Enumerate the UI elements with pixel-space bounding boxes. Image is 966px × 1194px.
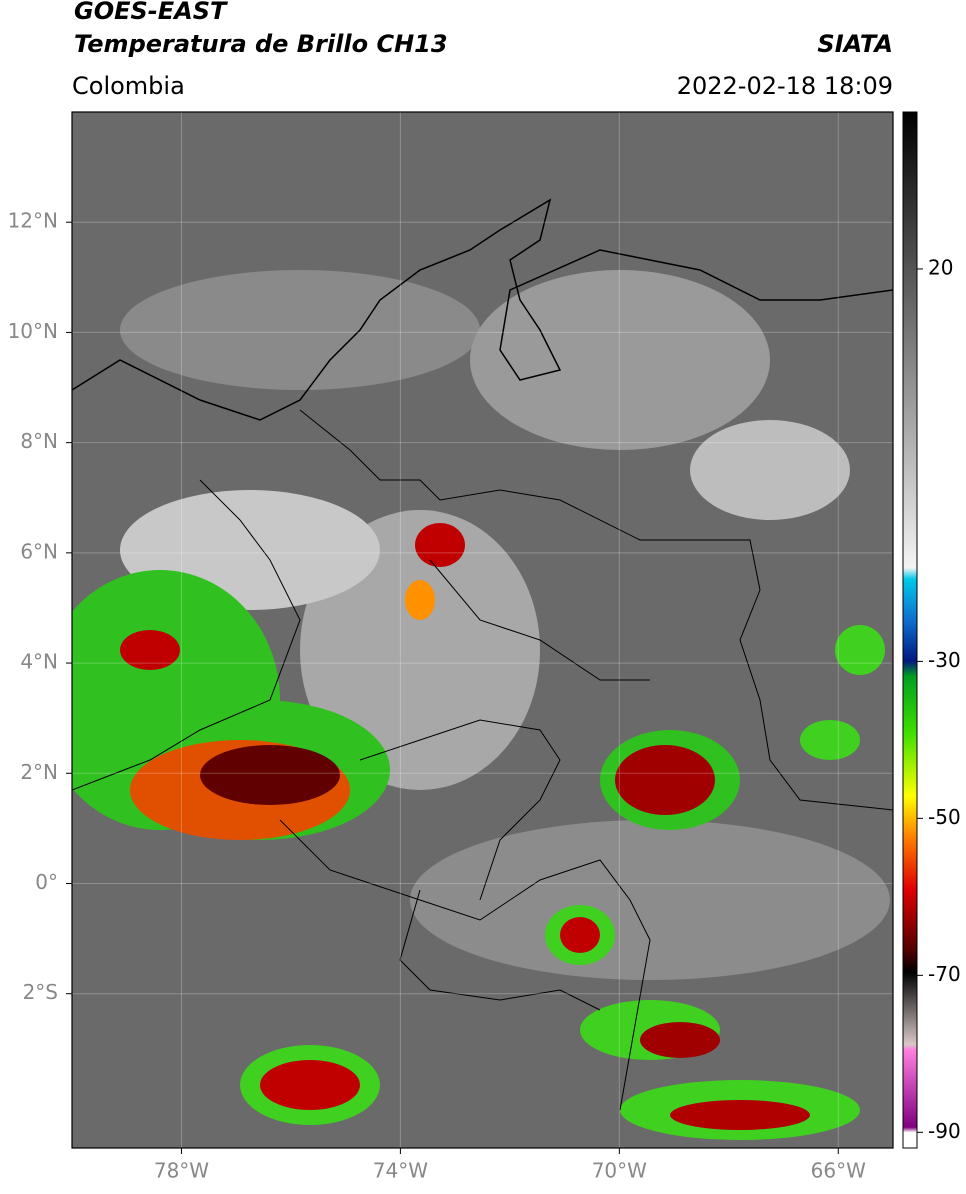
storm [640, 1022, 720, 1058]
storm [200, 745, 340, 805]
source: SIATA [817, 30, 893, 58]
y-tick-label: 4°N [20, 650, 58, 674]
region: Colombia [72, 72, 185, 100]
cloud [410, 820, 890, 980]
map-frame [71, 111, 894, 1149]
colorbar-tick-label: -50 [928, 805, 961, 829]
y-tick-label: 12°N [8, 209, 58, 233]
coastline [72, 198, 893, 421]
cloud [690, 420, 850, 520]
storm [670, 1100, 810, 1130]
colorbar-tick-label: -30 [928, 648, 961, 672]
colorbar [902, 111, 918, 1149]
colorbar-tick-label: -70 [928, 962, 961, 986]
title: GOES-EAST [74, 0, 228, 25]
x-tick-label: 74°W [373, 1159, 428, 1183]
cloud [470, 270, 770, 450]
border [72, 409, 893, 1111]
x-tick-label: 78°W [154, 1159, 209, 1183]
y-tick-label: 0° [35, 870, 58, 894]
storm [560, 917, 600, 953]
y-tick-label: 10°N [8, 319, 58, 343]
graticule [72, 112, 893, 1148]
cloud [120, 270, 480, 390]
storm [405, 580, 435, 620]
storm [800, 720, 860, 760]
colorbar-tick-label: -90 [928, 1119, 961, 1143]
storm [835, 625, 885, 675]
subtitle: Temperatura de Brillo CH13 [74, 30, 448, 58]
datetime: 2022-02-18 18:09 [677, 72, 893, 100]
x-tick-label: 70°W [592, 1159, 647, 1183]
x-tick-label: 66°W [811, 1159, 866, 1183]
y-tick-label: 2°S [23, 980, 58, 1004]
storm [615, 745, 715, 815]
storm [120, 630, 180, 670]
y-tick-label: 6°N [20, 539, 58, 563]
colorbar-tick-label: 20 [928, 255, 953, 279]
imagery [72, 112, 893, 1148]
storm [415, 523, 465, 567]
y-tick-label: 2°N [20, 760, 58, 784]
y-tick-label: 8°N [20, 429, 58, 453]
storm [260, 1060, 360, 1110]
